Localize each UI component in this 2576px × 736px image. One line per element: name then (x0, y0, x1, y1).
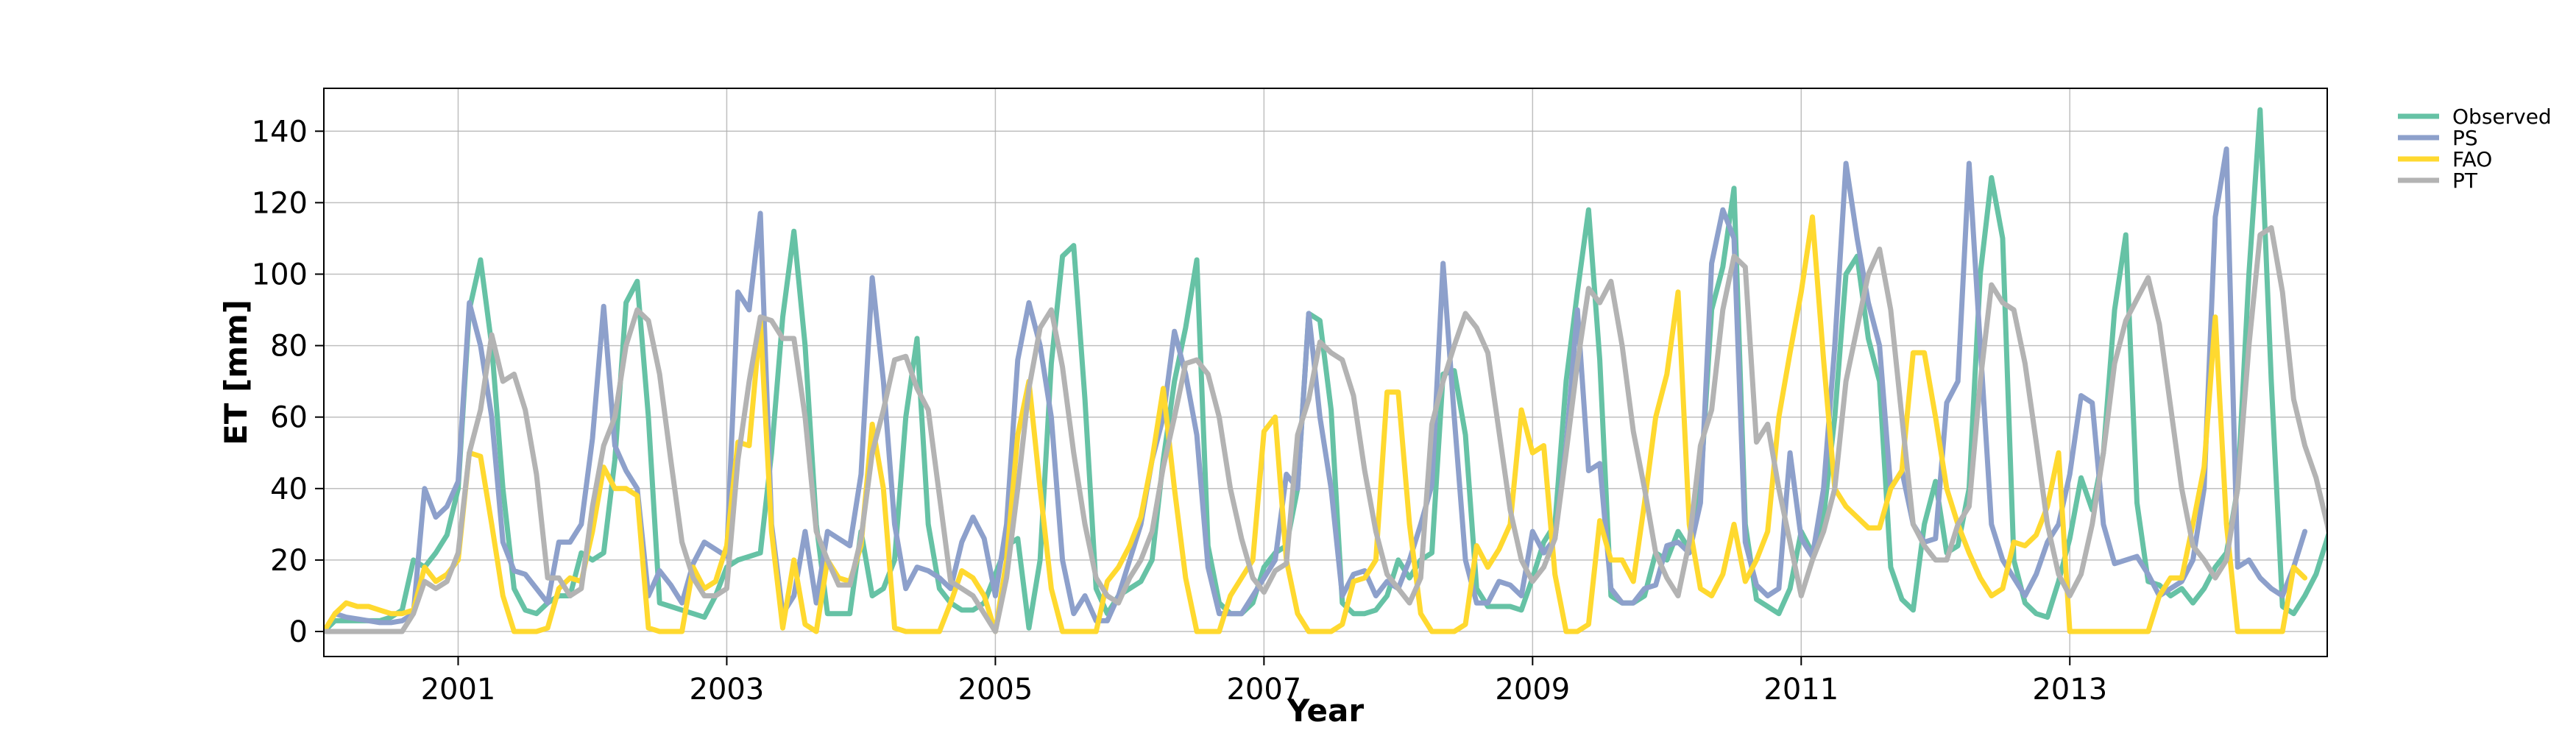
y-tick-label: 140 (252, 115, 308, 149)
y-tick-label: 80 (270, 330, 308, 364)
legend-label-fao: FAO (2452, 147, 2492, 171)
x-axis-label: Year (1287, 693, 1364, 729)
x-tick-label: 2007 (1226, 673, 1301, 707)
y-tick-label: 120 (252, 186, 308, 220)
x-tick-label: 2013 (2032, 673, 2107, 707)
x-tick-label: 2009 (1495, 673, 1570, 707)
y-tick-label: 100 (252, 258, 308, 291)
x-tick-label: 2001 (421, 673, 496, 707)
y-axis-label: ET [mm] (218, 300, 254, 445)
series-line-observed (324, 107, 2327, 634)
x-tick-label: 2005 (958, 673, 1033, 707)
y-axis: 0 20 40 60 80 100 120 140 (252, 115, 324, 649)
series-layer (324, 107, 2327, 634)
y-tick-label: 40 (270, 473, 308, 506)
legend-label-observed: Observed (2452, 105, 2552, 129)
y-tick-label: 20 (270, 544, 308, 578)
x-axis: 2001 2003 2005 2007 2009 2011 2013 (421, 657, 2107, 707)
legend-label-ps: PS (2452, 126, 2478, 150)
legend-label-pt: PT (2452, 169, 2478, 193)
y-tick-label: 60 (270, 401, 308, 435)
y-tick-label: 0 (289, 615, 308, 649)
plot-frame (323, 88, 2328, 657)
series-line-pt (324, 224, 2327, 634)
x-tick-label: 2011 (1763, 673, 1839, 707)
series-line-fao (324, 214, 2308, 634)
x-tick-label: 2003 (690, 673, 765, 707)
